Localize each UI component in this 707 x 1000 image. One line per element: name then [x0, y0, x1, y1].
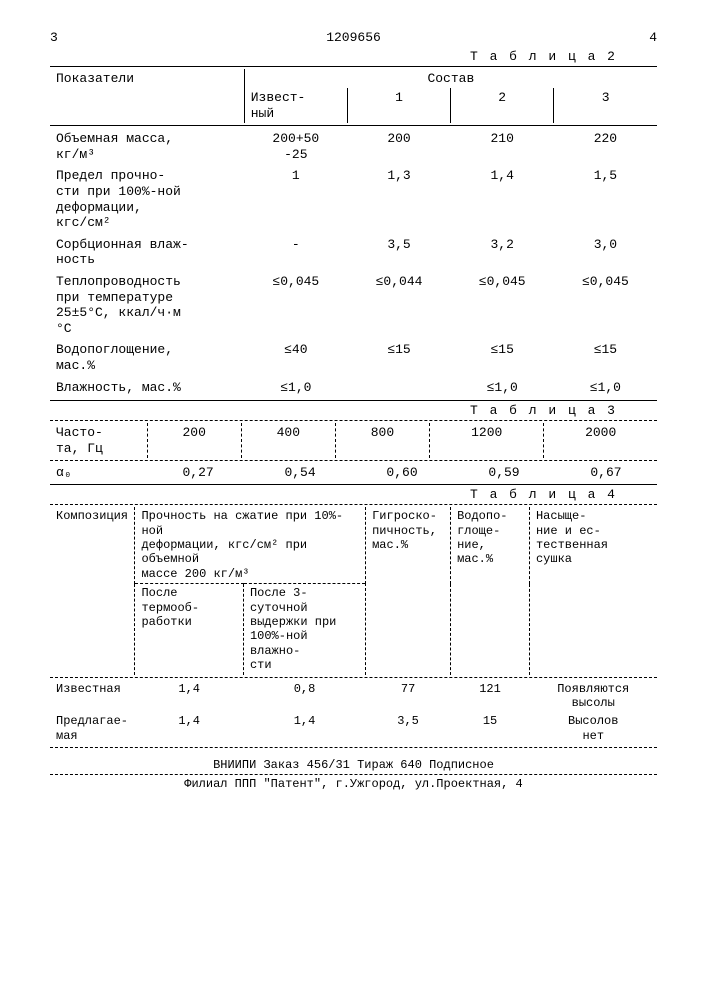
footer-line1: ВНИИПИ Заказ 456/31 Тираж 640 Подписное — [50, 758, 657, 772]
cell: 1,5 — [554, 165, 657, 233]
table2-sub-3: 3 — [554, 88, 657, 123]
t4-h-sat: Насыще-ние и ес-тественнаясушка — [529, 507, 657, 674]
cell: ≤1,0 — [554, 377, 657, 399]
divider — [50, 484, 657, 485]
cell: 77 — [366, 680, 451, 713]
cell: ≤0,045 — [554, 271, 657, 339]
cell: 0,67 — [555, 463, 657, 482]
table-row: Влажность, мас.%≤1,0≤1,0≤1,0 — [50, 377, 657, 399]
cell: 0,54 — [249, 463, 351, 482]
cell: ≤15 — [451, 339, 554, 376]
cell: 3,5 — [347, 234, 450, 271]
table-row: Водопоглощение,мас.%≤40≤15≤15≤15 — [50, 339, 657, 376]
cell: 1,4 — [243, 712, 365, 745]
table4-label: Т а б л и ц а 4 — [50, 487, 657, 502]
cell: 3,0 — [554, 234, 657, 271]
table2-sub-izvest: Извест-ный — [244, 88, 347, 123]
t4-h-hygro: Гигроско-пичность,мас.% — [366, 507, 451, 674]
table2-col-pokazateli: Показатели — [50, 69, 244, 123]
table-row: Предел прочно-сти при 100%-нойдеформации… — [50, 165, 657, 233]
cell: Предлагае-мая — [50, 712, 135, 745]
cell: 220 — [554, 128, 657, 165]
cell: 200+50-25 — [244, 128, 347, 165]
cell: - — [244, 234, 347, 271]
divider — [50, 400, 657, 401]
table4: Композиция Прочность на сжатие при 10%-н… — [50, 507, 657, 745]
cell: 1200 — [430, 423, 544, 458]
cell: 3,2 — [451, 234, 554, 271]
cell: ≤1,0 — [451, 377, 554, 399]
row-label: Сорбционная влаж-ность — [50, 234, 244, 271]
table-row: Известная1,40,877121Появляютсявысолы — [50, 680, 657, 713]
divider — [50, 677, 657, 678]
divider — [50, 66, 657, 67]
table-row: Теплопроводностьпри температуре25±5°С, к… — [50, 271, 657, 339]
doc-number: 1209656 — [58, 30, 649, 45]
footer-line2: Филиал ППП "Патент", г.Ужгород, ул.Проек… — [50, 777, 657, 791]
cell: ≤40 — [244, 339, 347, 376]
cell: 400 — [241, 423, 335, 458]
t4-sub-b: После 3-суточнойвыдержки при100%-ной вла… — [243, 584, 365, 675]
cell: Известная — [50, 680, 135, 713]
t4-h-water: Водопо-глоще-ние,мас.% — [451, 507, 530, 674]
row-label: Влажность, мас.% — [50, 377, 244, 399]
divider — [50, 774, 657, 775]
cell: Появляютсявысолы — [529, 680, 657, 713]
cell: 15 — [451, 712, 530, 745]
cell: 210 — [451, 128, 554, 165]
table2-sub-1: 1 — [347, 88, 450, 123]
t4-h-comp: Композиция — [50, 507, 135, 674]
cell: 1,4 — [135, 712, 243, 745]
page-col-left: 3 — [50, 30, 58, 45]
cell: ≤1,0 — [244, 377, 347, 399]
cell: 3,5 — [366, 712, 451, 745]
cell: 800 — [335, 423, 429, 458]
cell: 1 — [244, 165, 347, 233]
table3-alpha-label: α₀ — [50, 463, 147, 482]
cell: ≤0,044 — [347, 271, 450, 339]
row-label: Теплопроводностьпри температуре25±5°С, к… — [50, 271, 244, 339]
cell: 121 — [451, 680, 530, 713]
divider — [50, 747, 657, 748]
divider — [50, 460, 657, 461]
table-row: Сорбционная влаж-ность-3,53,23,0 — [50, 234, 657, 271]
cell: 0,59 — [453, 463, 555, 482]
row-label: Объемная масса,кг/м³ — [50, 128, 244, 165]
divider — [50, 125, 657, 126]
divider — [50, 504, 657, 505]
cell: 1,3 — [347, 165, 450, 233]
page-header: 3 1209656 4 — [50, 30, 657, 45]
cell: 2000 — [544, 423, 657, 458]
cell: ≤15 — [347, 339, 450, 376]
table2: Показатели Состав Извест-ный 1 2 3 Объем… — [50, 69, 657, 398]
table-row: Объемная масса,кг/м³200+50-25200210220 — [50, 128, 657, 165]
cell: ≤15 — [554, 339, 657, 376]
cell: 1,4 — [451, 165, 554, 233]
cell — [347, 377, 450, 399]
table-row: Предлагае-мая1,41,43,515Высоловнет — [50, 712, 657, 745]
table2-col-sostav: Состав — [244, 69, 657, 88]
page-col-right: 4 — [649, 30, 657, 45]
cell: ≤0,045 — [244, 271, 347, 339]
table3: Часто-та, Гц 20040080012002000 — [50, 423, 657, 458]
cell: 1,4 — [135, 680, 243, 713]
t4-sub-a: После термооб-работки — [135, 584, 243, 675]
row-label: Водопоглощение,мас.% — [50, 339, 244, 376]
t4-h-strength: Прочность на сжатие при 10%-нойдеформаци… — [135, 507, 366, 583]
table3-label: Т а б л и ц а 3 — [50, 403, 657, 418]
footer: ВНИИПИ Заказ 456/31 Тираж 640 Подписное … — [50, 758, 657, 791]
cell: Высоловнет — [529, 712, 657, 745]
cell: 200 — [347, 128, 450, 165]
table3-hz-label: Часто-та, Гц — [50, 423, 147, 458]
table2-sub-2: 2 — [451, 88, 554, 123]
table3-alpha: α₀ 0,270,540,600,590,67 — [50, 463, 657, 482]
table2-label: Т а б л и ц а 2 — [50, 49, 657, 64]
row-label: Предел прочно-сти при 100%-нойдеформации… — [50, 165, 244, 233]
cell: 200 — [147, 423, 241, 458]
divider — [50, 420, 657, 421]
cell: 0,8 — [243, 680, 365, 713]
cell: ≤0,045 — [451, 271, 554, 339]
cell: 0,27 — [147, 463, 249, 482]
cell: 0,60 — [351, 463, 453, 482]
